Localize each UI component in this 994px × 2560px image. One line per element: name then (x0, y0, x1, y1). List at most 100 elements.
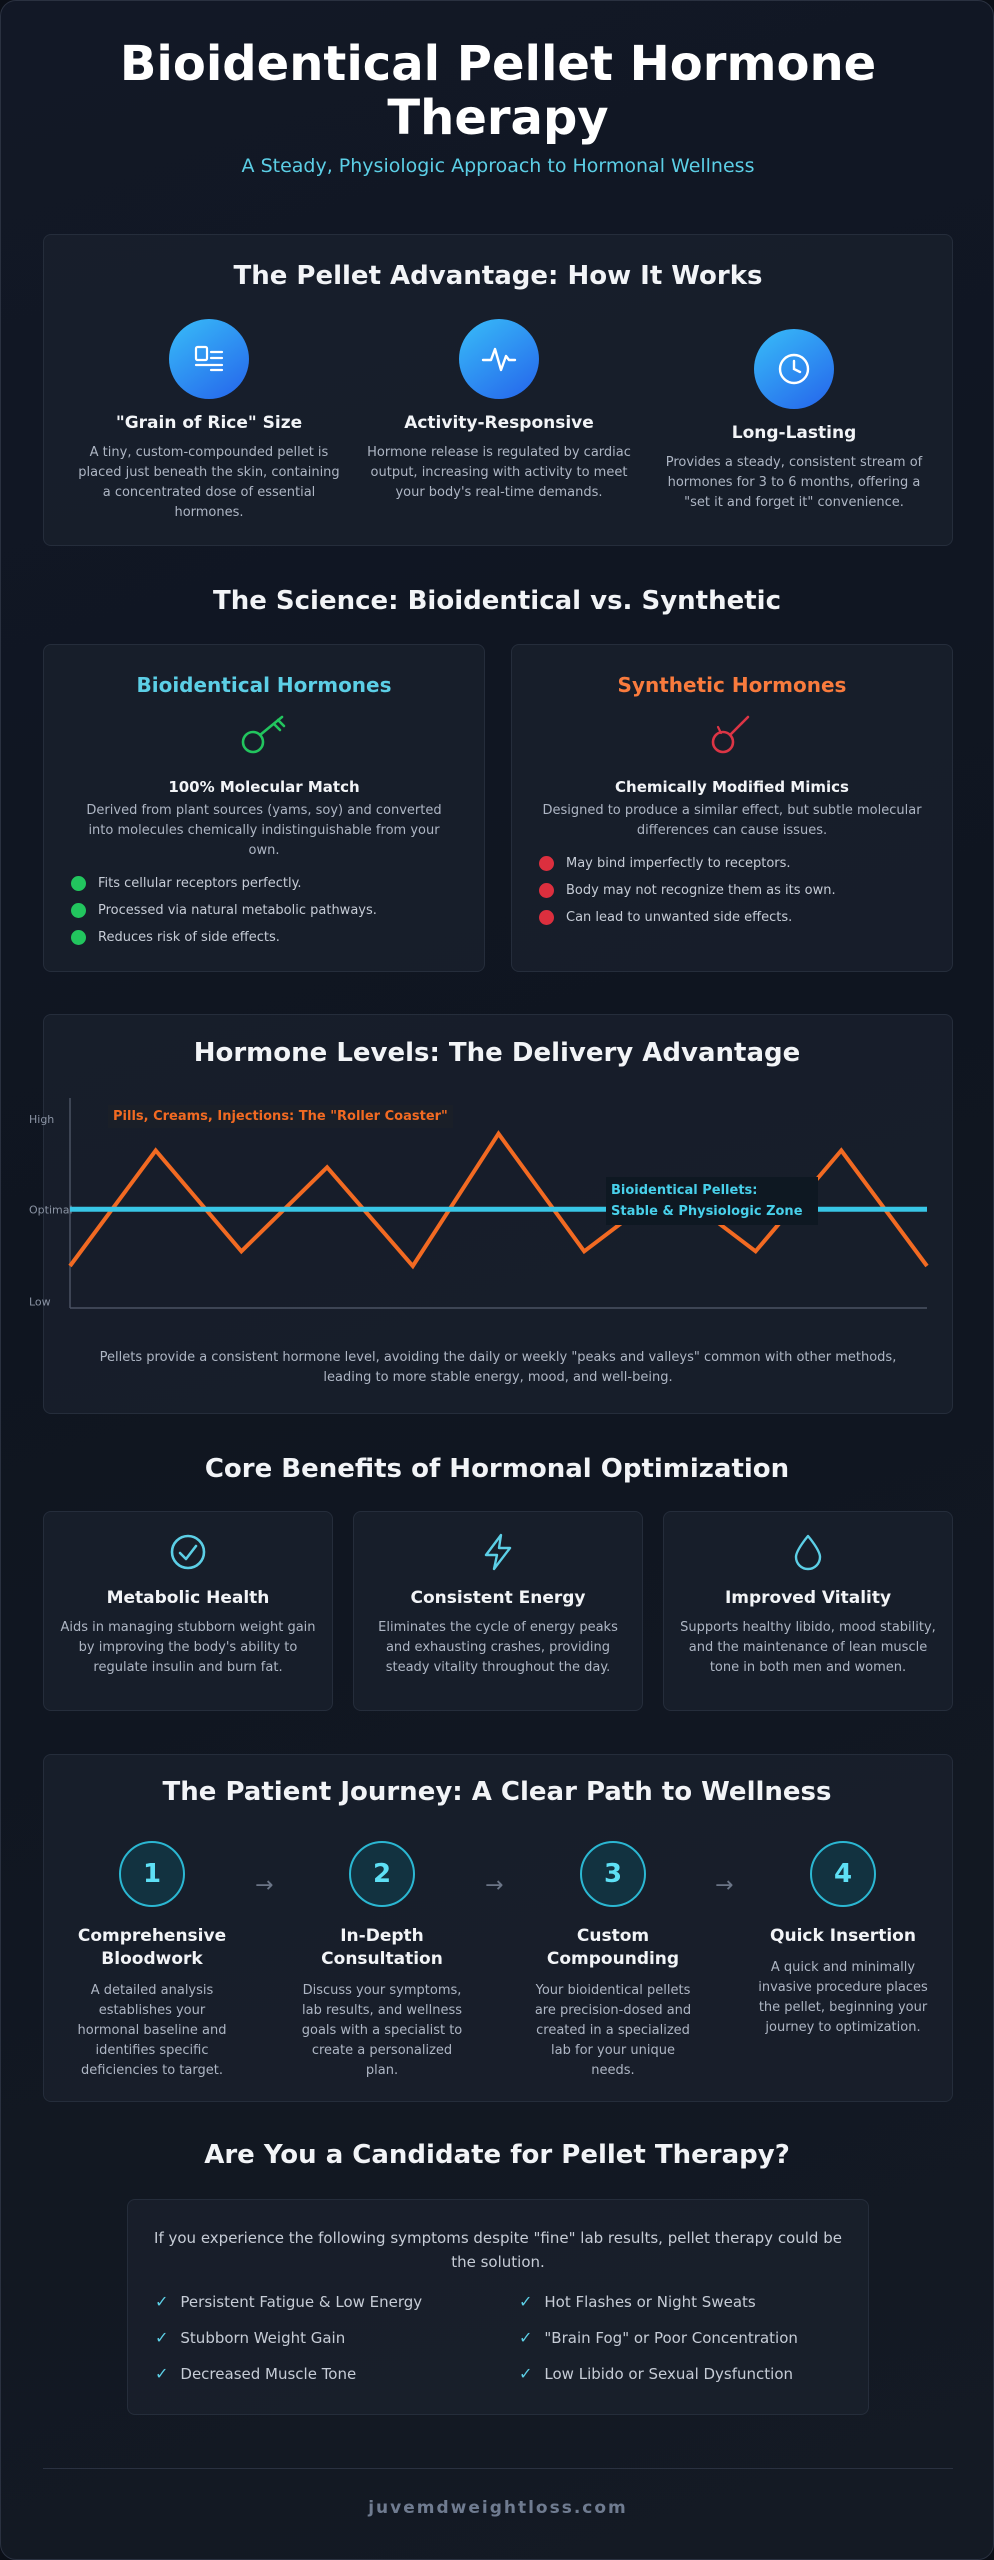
check-circle-icon (170, 1534, 206, 1570)
section-title-pellet-advantage: The Pellet Advantage: How It Works (233, 261, 763, 291)
synthetic-card: Synthetic Hormones Chemically Modified M… (511, 644, 953, 972)
journey-step-2: 2 In-Depth Consultation Discuss your sym… (297, 1841, 467, 2081)
benefit-title: Metabolic Health (106, 1588, 270, 1608)
step-number-badge: 3 (580, 1841, 646, 1907)
y-tick-label: Optimal (29, 1203, 73, 1216)
synthetic-bullets: May bind imperfectly to receptors. Body … (539, 850, 932, 931)
roller-coaster-label: Pills, Creams, Injections: The "Roller C… (108, 1105, 453, 1128)
section-title-journey: The Patient Journey: A Clear Path to Wel… (162, 1777, 832, 1807)
footer-site: juvemdweightloss.com (368, 2498, 628, 2518)
advantage-text: A tiny, custom-compounded pellet is plac… (78, 445, 340, 520)
droplet-icon (794, 1534, 822, 1571)
benefit-card-energy: Consistent Energy Eliminates the cycle o… (353, 1511, 643, 1711)
bioidentical-description: Derived from plant sources (yams, soy) a… (86, 803, 442, 858)
section-title-candidate: Are You a Candidate for Pellet Therapy? (204, 2140, 790, 2170)
symptom-item: ✓ Decreased Muscle Tone (155, 2364, 357, 2383)
check-icon: ✓ (155, 2364, 169, 2383)
advantage-item-size: "Grain of Rice" Size A tiny, custom-comp… (74, 319, 344, 523)
step-text: A quick and minimally invasive procedure… (758, 1960, 928, 2035)
x-tick-label: Week 2 (371, 1319, 412, 1321)
step-title: In-Depth Consultation (321, 1926, 443, 1969)
step-text: Your bioidentical pellets are precision-… (534, 1983, 692, 2078)
chart-caption: Pellets provide a consistent hormone lev… (99, 1350, 897, 1385)
advantage-title: Activity-Responsive (404, 413, 594, 433)
advantage-title: Long-Lasting (731, 423, 857, 443)
symptom-item: ✓ Hot Flashes or Night Sweats (519, 2292, 756, 2311)
advantage-item-activity: Activity-Responsive Hormone release is r… (364, 319, 634, 503)
advantage-title: "Grain of Rice" Size (115, 413, 303, 433)
check-icon: ✓ (519, 2364, 533, 2383)
journey-step-1: 1 Comprehensive Bloodwork A detailed ana… (67, 1841, 237, 2081)
step-number-badge: 1 (119, 1841, 185, 1907)
advantage-item-long-lasting: Long-Lasting Provides a steady, consiste… (656, 329, 932, 513)
journey-step-4: 4 Quick Insertion A quick and minimally … (758, 1841, 928, 2038)
bioidentical-subtitle: 100% Molecular Match (168, 778, 360, 796)
advantage-text: Provides a steady, consistent stream of … (665, 455, 923, 510)
red-dot-icon (539, 856, 554, 871)
synthetic-subtitle: Chemically Modified Mimics (615, 778, 849, 796)
candidate-intro: If you experience the following symptoms… (154, 2229, 842, 2271)
synthetic-title: Synthetic Hormones (617, 673, 847, 697)
list-item: Processed via natural metabolic pathways… (71, 897, 464, 924)
check-icon: ✓ (519, 2328, 533, 2347)
benefit-text: Supports healthy libido, mood stability,… (680, 1620, 936, 1675)
arrow-right-icon: → (255, 1873, 274, 1898)
green-dot-icon (71, 903, 86, 918)
arrow-right-icon: → (485, 1873, 504, 1898)
x-tick-label: Week 3 (585, 1319, 626, 1321)
green-dot-icon (71, 876, 86, 891)
candidate-card: If you experience the following symptoms… (127, 2199, 869, 2415)
symptom-item: ✓ "Brain Fog" or Poor Concentration (519, 2328, 798, 2347)
symptom-item: ✓ Stubborn Weight Gain (155, 2328, 346, 2347)
list-item: Can lead to unwanted side effects. (539, 904, 932, 931)
benefit-text: Aids in managing stubborn weight gain by… (60, 1620, 316, 1675)
broken-key-icon (708, 711, 758, 761)
step-text: Discuss your symptoms, lab results, and … (301, 1983, 463, 2078)
section-title-science: The Science: Bioidentical vs. Synthetic (212, 586, 781, 616)
bioidentical-bullets: Fits cellular receptors perfectly. Proce… (71, 870, 464, 951)
red-dot-icon (539, 910, 554, 925)
list-item: May bind imperfectly to receptors. (539, 850, 932, 877)
symptom-item: ✓ Low Libido or Sexual Dysfunction (519, 2364, 794, 2383)
patient-journey-card (43, 1754, 953, 2102)
journey-step-3: 3 Custom Compounding Your bioidentical p… (528, 1841, 698, 2081)
step-title: Comprehensive Bloodwork (77, 1926, 227, 1969)
advantage-text: Hormone release is regulated by cardiac … (367, 445, 631, 500)
check-icon: ✓ (519, 2292, 533, 2311)
benefit-text: Eliminates the cycle of energy peaks and… (378, 1620, 618, 1675)
clock-icon (754, 329, 834, 409)
section-title-hormone-levels: Hormone Levels: The Delivery Advantage (193, 1038, 801, 1068)
page-subtitle: A Steady, Physiologic Approach to Hormon… (241, 155, 755, 177)
benefit-card-vitality: Improved Vitality Supports healthy libid… (663, 1511, 953, 1711)
step-number-badge: 4 (810, 1841, 876, 1907)
y-tick-label: High (29, 1113, 54, 1126)
section-title-benefits: Core Benefits of Hormonal Optimization (204, 1454, 790, 1484)
step-number-badge: 2 (349, 1841, 415, 1907)
step-text: A detailed analysis establishes your hor… (77, 1983, 227, 2078)
benefit-card-metabolic: Metabolic Health Aids in managing stubbo… (43, 1511, 333, 1711)
y-tick-label: Low (29, 1296, 51, 1309)
bioidentical-title: Bioidentical Hormones (136, 673, 392, 697)
benefit-title: Consistent Energy (410, 1588, 586, 1608)
footer-divider (43, 2468, 953, 2469)
check-icon: ✓ (155, 2292, 169, 2311)
x-tick-label: Week 4 (799, 1319, 840, 1321)
synthetic-description: Designed to produce a similar effect, bu… (542, 803, 922, 838)
pellet-zone-label: Bioidentical Pellets: Stable & Physiolog… (606, 1177, 818, 1225)
benefit-title: Improved Vitality (724, 1588, 892, 1608)
list-item: Fits cellular receptors perfectly. (71, 870, 464, 897)
pellet-advantage-card: The Pellet Advantage: How It Works "Grai… (43, 234, 953, 546)
pellet-document-icon (169, 319, 249, 399)
symptom-item: ✓ Persistent Fatigue & Low Energy (155, 2292, 423, 2311)
arrow-right-icon: → (715, 1873, 734, 1898)
activity-pulse-icon (459, 319, 539, 399)
x-tick-label: Week 1 (157, 1319, 198, 1321)
page-title: Bioidentical Pellet Hormone Therapy (119, 36, 877, 146)
bioidentical-card: Bioidentical Hormones 100% Molecular Mat… (43, 644, 485, 972)
list-item: Reduces risk of side effects. (71, 924, 464, 951)
step-title: Quick Insertion (770, 1926, 916, 1946)
list-item: Body may not recognize them as its own. (539, 877, 932, 904)
lightning-icon (484, 1533, 512, 1571)
red-dot-icon (539, 883, 554, 898)
